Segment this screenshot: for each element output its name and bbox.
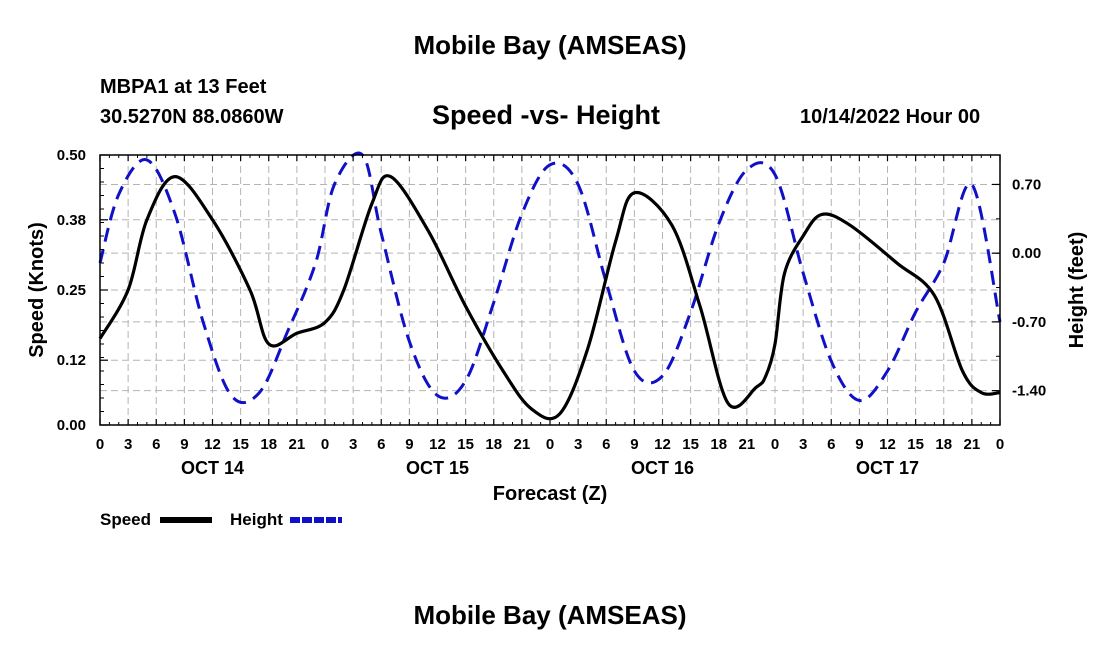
axes: 0 3 6 9 12 15 18 21 0 3 6 9 12 15 18 21 0 3 6 9 12 15 18 21 0 3 6 9… — [57, 147, 1046, 478]
x-tick-label: 18 — [710, 436, 727, 453]
legend: Speed Height — [100, 510, 342, 529]
legend-height-label: Height — [230, 510, 283, 529]
y-tick-label: 0.00 — [57, 417, 86, 434]
x-tick-label: 18 — [260, 436, 277, 453]
x-tick-label: 21 — [964, 436, 981, 453]
x-tick-label: 3 — [349, 436, 357, 453]
x-tick-label: 18 — [485, 436, 502, 453]
y2-tick-label: 0.70 — [1012, 176, 1041, 193]
x-tick-label: 3 — [574, 436, 582, 453]
x-tick-label: 0 — [546, 436, 554, 453]
station-coords: 30.5270N 88.0860W — [100, 106, 284, 128]
speed-series-line — [98, 174, 1001, 421]
x-tick-label: 21 — [739, 436, 756, 453]
x-tick-label: 6 — [152, 436, 160, 453]
x-tick-label: 3 — [799, 436, 807, 453]
station-name: MBPA1 at 13 Feet — [100, 76, 267, 98]
x-tick-label: 9 — [855, 436, 863, 453]
x-tick-label: 21 — [514, 436, 531, 453]
x-tick-label: 12 — [204, 436, 221, 453]
y-tick-label: 0.38 — [57, 212, 86, 229]
x-tick-label: 18 — [935, 436, 952, 453]
run-time: 10/14/2022 Hour 00 — [800, 106, 981, 128]
x-tick-label: 9 — [180, 436, 188, 453]
x-tick-label: 9 — [630, 436, 638, 453]
x-tick-label: 3 — [124, 436, 132, 453]
main-title: Mobile Bay (AMSEAS) — [413, 30, 687, 60]
x-day-label: OCT 17 — [856, 458, 919, 478]
x-tick-label: 12 — [879, 436, 896, 453]
x-tick-label: 15 — [457, 436, 474, 453]
x-tick-label: 12 — [429, 436, 446, 453]
x-tick-label: 0 — [321, 436, 329, 453]
grid — [100, 155, 1000, 425]
x-day-label: OCT 15 — [406, 458, 469, 478]
series-layer — [98, 151, 1002, 421]
x-tick-label: 15 — [907, 436, 924, 453]
x-tick-label: 9 — [405, 436, 413, 453]
x-tick-label: 12 — [654, 436, 671, 453]
y2-axis-label: Height (feet) — [1066, 232, 1088, 349]
x-tick-label: 15 — [682, 436, 699, 453]
x-tick-label: 0 — [96, 436, 104, 453]
y-tick-label: 0.25 — [57, 282, 86, 299]
x-tick-label: 6 — [827, 436, 835, 453]
y-tick-label: 0.12 — [57, 352, 86, 369]
x-tick-label: 0 — [771, 436, 779, 453]
x-tick-label: 21 — [289, 436, 306, 453]
x-axis-label: Forecast (Z) — [493, 483, 607, 505]
chart-subtitle: Speed -vs- Height — [432, 100, 661, 130]
y2-tick-label: -1.40 — [1012, 383, 1046, 400]
x-tick-label: 6 — [602, 436, 610, 453]
y-tick-label: 0.50 — [57, 147, 86, 164]
x-tick-label: 6 — [377, 436, 385, 453]
x-tick-label: 0 — [996, 436, 1004, 453]
x-day-label: OCT 14 — [181, 458, 244, 478]
legend-speed-label: Speed — [100, 510, 151, 529]
y2-tick-label: -0.70 — [1012, 314, 1046, 331]
x-tick-label: 15 — [232, 436, 249, 453]
y2-tick-label: 0.00 — [1012, 245, 1041, 262]
bottom-title: Mobile Bay (AMSEAS) — [413, 600, 687, 630]
y-axis-label: Speed (Knots) — [26, 222, 48, 358]
x-day-label: OCT 16 — [631, 458, 694, 478]
